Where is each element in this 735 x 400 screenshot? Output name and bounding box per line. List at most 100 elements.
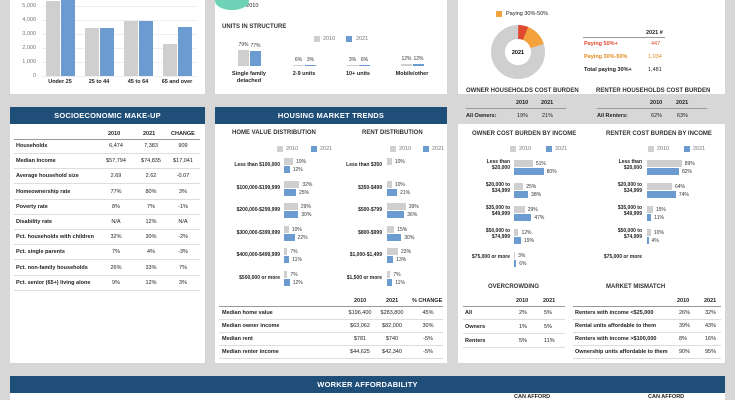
- hv-bar-label: 30%: [301, 212, 312, 218]
- owner-inc-bar-label: 80%: [546, 169, 557, 175]
- housing-row-2010: $44,625: [350, 349, 370, 355]
- all-renters-label: All Renters:: [597, 113, 628, 119]
- rent-legend-2021: 2021: [432, 146, 445, 152]
- mismatch-row-divider: [573, 345, 721, 346]
- rent-category-label: $1,500 or more: [346, 274, 382, 281]
- age-ytick: 4,000: [22, 16, 36, 23]
- cost-burden-summary-panel: [458, 84, 725, 124]
- socio-row-2021: 12%: [145, 279, 157, 286]
- age-gridline: [42, 5, 197, 7]
- owner-burden-year2: 2021: [541, 100, 554, 106]
- units-bar-label: 12%: [401, 55, 412, 62]
- renter-inc-category-label: $20,000 to: [617, 182, 642, 188]
- renter-inc-bar-label: 11%: [654, 215, 664, 221]
- age-bar-2021: [178, 26, 192, 76]
- mismatch-row-2021: 16%: [705, 336, 717, 342]
- owner-inc-legend-swatch-2021: [546, 146, 552, 152]
- socio-row-2021: 7%: [147, 203, 155, 210]
- socio-row-2021: 2.62: [145, 173, 157, 180]
- rent-bar-2010: [387, 180, 392, 188]
- age-bar-2021: [61, 0, 75, 76]
- socio-row-2010: N/A: [111, 219, 121, 225]
- hv-category-label: $500,000 or more: [239, 274, 280, 281]
- mismatch-row-2021: 32%: [705, 310, 717, 316]
- units-bar-2010: [293, 64, 304, 66]
- housing-col-2021: 2021: [386, 298, 399, 304]
- units-bar-label: 12%: [413, 55, 424, 62]
- renter-inc-legend-swatch-2021: [684, 146, 690, 152]
- units-structure-panel: [215, 0, 447, 94]
- rent-category-label: $1,000-$1,499: [349, 252, 382, 258]
- owner-income-title: OWNER COST BURDEN BY INCOME: [472, 131, 577, 137]
- units-bar-2021: [359, 64, 370, 66]
- socio-row-2010: 77%: [110, 188, 122, 195]
- socio-row-divider: [14, 183, 200, 185]
- housing-row-2021: $82,000: [382, 323, 402, 329]
- rent-bar-label: 39%: [408, 204, 419, 210]
- owner-inc-bar-label: 25%: [526, 184, 537, 190]
- socio-row-label: Pct. households with children: [16, 234, 94, 241]
- age-bar-2010: [46, 1, 60, 76]
- rent-bar-2010: [387, 270, 391, 278]
- age-gridline: [42, 33, 197, 35]
- mismatch-row-2010: 39%: [679, 323, 691, 329]
- mismatch-row-2010: 26%: [679, 310, 691, 316]
- socio-row-2021: 80%: [145, 188, 157, 195]
- owner-inc-bar-label: 19%: [524, 238, 535, 244]
- mismatch-col-2021: 2021: [704, 298, 717, 304]
- housing-row-2010: $781: [353, 336, 367, 342]
- owner-inc-bar-label: 6%: [519, 261, 527, 267]
- socio-row-divider: [14, 213, 200, 215]
- renter-inc-category-label: $35,000 to: [617, 205, 642, 211]
- hv-category-label: $300,000-$399,999: [236, 229, 280, 236]
- renter-inc-bar-2021: [647, 191, 676, 198]
- owner-inc-category-label: $20,000: [491, 165, 510, 171]
- socio-row-label: Homeownership rate: [16, 188, 71, 195]
- hv-category-label: $100,000-$199,999: [236, 184, 280, 191]
- renter-burden-year2: 2021: [676, 100, 689, 106]
- hv-bar-2021: [284, 188, 296, 196]
- socio-row-change: 3%: [179, 188, 187, 195]
- socio-row-change: -0.07: [176, 173, 190, 180]
- worker-header: WORKER AFFORDABILITY: [10, 376, 725, 393]
- socio-row-label: Average household size: [16, 173, 79, 180]
- hv-bar-2010: [284, 225, 289, 233]
- rent-bar-2021: [387, 256, 394, 263]
- donut-row-total-label: Total paying 30%+: [584, 67, 632, 73]
- units-bar-label: 3%: [306, 57, 315, 63]
- hv-bar-label: 10%: [291, 226, 302, 233]
- socio-col-2021: 2021: [143, 131, 156, 137]
- owner-inc-category-label: $35,000 to: [485, 205, 510, 211]
- renter-inc-category-label: Less than: [618, 159, 642, 165]
- renter-inc-legend-swatch-2010: [648, 146, 654, 152]
- owner-burden-year1: 2010: [516, 100, 529, 106]
- housing-row-divider: [219, 332, 443, 333]
- units-bar-2021: [250, 50, 261, 66]
- renter-inc-bar-label: 4%: [651, 238, 659, 244]
- socio-row-divider: [14, 274, 200, 276]
- hv-legend-2021: 2021: [320, 146, 333, 152]
- rent-bar-2010: [387, 225, 395, 233]
- hv-legend-swatch-2010: [277, 146, 283, 152]
- units-bar-label: 79%: [238, 42, 249, 49]
- socio-row-2010: 9%: [112, 279, 120, 286]
- hv-bar-2010: [284, 158, 294, 165]
- housing-row-label: Median home value: [222, 310, 273, 316]
- housing-row-divider: [219, 319, 443, 320]
- socio-row-label: Pct. senior (65+) living alone: [16, 279, 91, 286]
- owner-inc-bar-label: 29%: [527, 207, 538, 213]
- housing-panel: [215, 107, 447, 363]
- owner-inc-category-label: $20,000 to: [485, 182, 510, 188]
- renter-inc-category-label: $20,000: [623, 165, 642, 171]
- hv-bar-label: 29%: [300, 204, 311, 210]
- owner-inc-bar-label: 47%: [534, 215, 545, 221]
- housing-row-label: Median rent: [222, 336, 253, 342]
- rent-bar-label: 15%: [397, 226, 408, 233]
- overcrowding-title: OVERCROWDING: [488, 284, 539, 290]
- renter-inc-bar-label: 15%: [655, 207, 666, 213]
- donut-slice-not-burdened: [491, 25, 545, 79]
- rent-bar-label: 13%: [396, 257, 407, 263]
- housing-row-2021: $740: [385, 336, 399, 342]
- housing-col-2010: 2010: [354, 298, 367, 304]
- hv-category-label: Less than $100,000: [234, 162, 280, 168]
